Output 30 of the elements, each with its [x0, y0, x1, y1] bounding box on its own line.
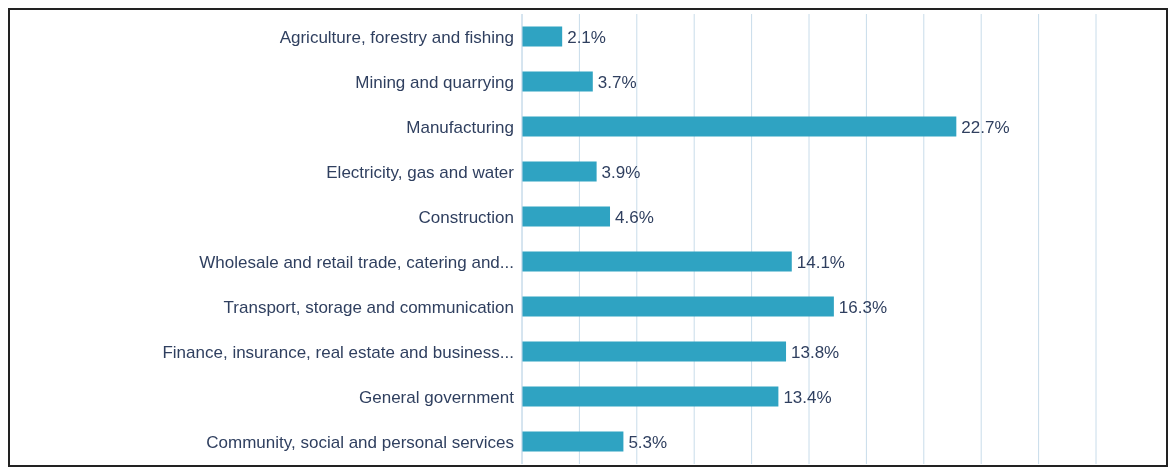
data-label: 13.8%: [791, 342, 840, 362]
y-tick-label: Construction: [418, 207, 514, 227]
data-label: 14.1%: [796, 252, 845, 272]
bar: [522, 71, 593, 92]
bar: [522, 431, 624, 452]
bar: [522, 26, 563, 47]
data-label: 5.3%: [628, 432, 668, 452]
y-tick-label: General government: [359, 387, 515, 407]
y-tick-label: Finance, insurance, real estate and business...: [162, 342, 514, 362]
bar: [522, 251, 792, 272]
y-tick-label: Mining and quarrying: [355, 72, 514, 92]
y-tick-label: Community, social and personal services: [206, 432, 514, 452]
bar: [522, 116, 957, 137]
y-tick-label: Transport, storage and communication: [223, 297, 514, 317]
y-tick-label: Manufacturing: [406, 117, 514, 137]
data-label: 2.1%: [567, 27, 606, 47]
data-label: 22.7%: [961, 117, 1010, 137]
y-tick-label: Wholesale and retail trade, catering and...: [199, 252, 514, 272]
y-tick-label: Agriculture, forestry and fishing: [279, 27, 514, 47]
data-label: 3.7%: [597, 72, 637, 92]
bar: [522, 161, 597, 182]
data-label: 3.9%: [601, 162, 641, 182]
data-label: 13.4%: [783, 387, 832, 407]
bar: [522, 206, 611, 227]
y-tick-label: Electricity, gas and water: [326, 162, 515, 182]
bar: [522, 341, 787, 362]
data-label: 16.3%: [838, 297, 888, 317]
data-label: 4.6%: [615, 207, 654, 227]
bar: [522, 386, 779, 407]
bar: [522, 296, 834, 317]
